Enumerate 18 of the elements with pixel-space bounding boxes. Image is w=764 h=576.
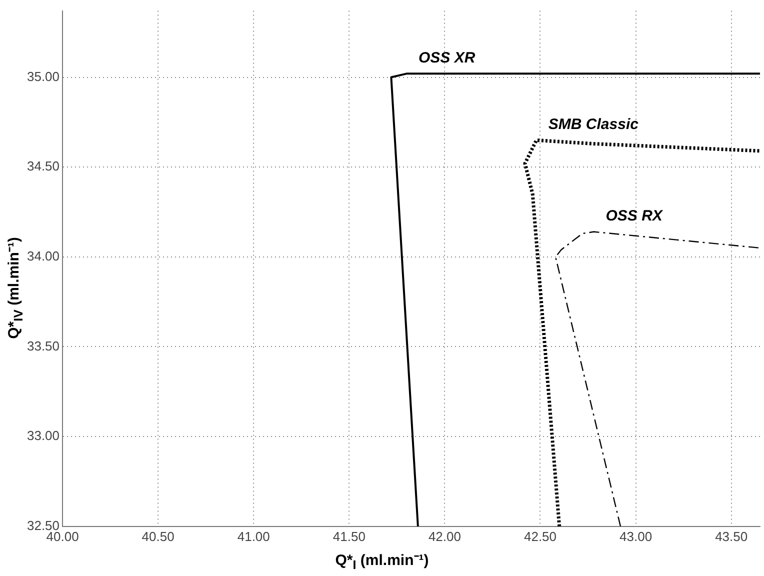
y-tick-label: 34.00	[26, 248, 60, 264]
x-tick-label: 41.00	[237, 528, 270, 544]
x-tick-label: 40.50	[142, 528, 174, 544]
y-tick-label: 35.00	[26, 68, 60, 84]
y-tick-label: 34.50	[26, 158, 60, 174]
line-series	[523, 138, 760, 526]
series-label: SMB Classic	[548, 116, 640, 133]
x-tick-label: 41.50	[332, 528, 366, 544]
y-tick-label: 33.50	[26, 338, 60, 354]
series-label: OSS XR	[418, 49, 476, 66]
x-tick-label: 43.00	[620, 528, 652, 544]
y-tick-label: 33.00	[26, 428, 60, 444]
x-tick-label: 43.50	[715, 528, 748, 544]
x-tick-label: 42.50	[524, 528, 557, 544]
x-axis-title: Q*$_{I}$ (ml.min⁻¹)	[334, 551, 430, 572]
series-label: OSS RX	[606, 207, 664, 224]
x-tick-label: 42.00	[428, 528, 461, 544]
line-series	[554, 231, 760, 526]
